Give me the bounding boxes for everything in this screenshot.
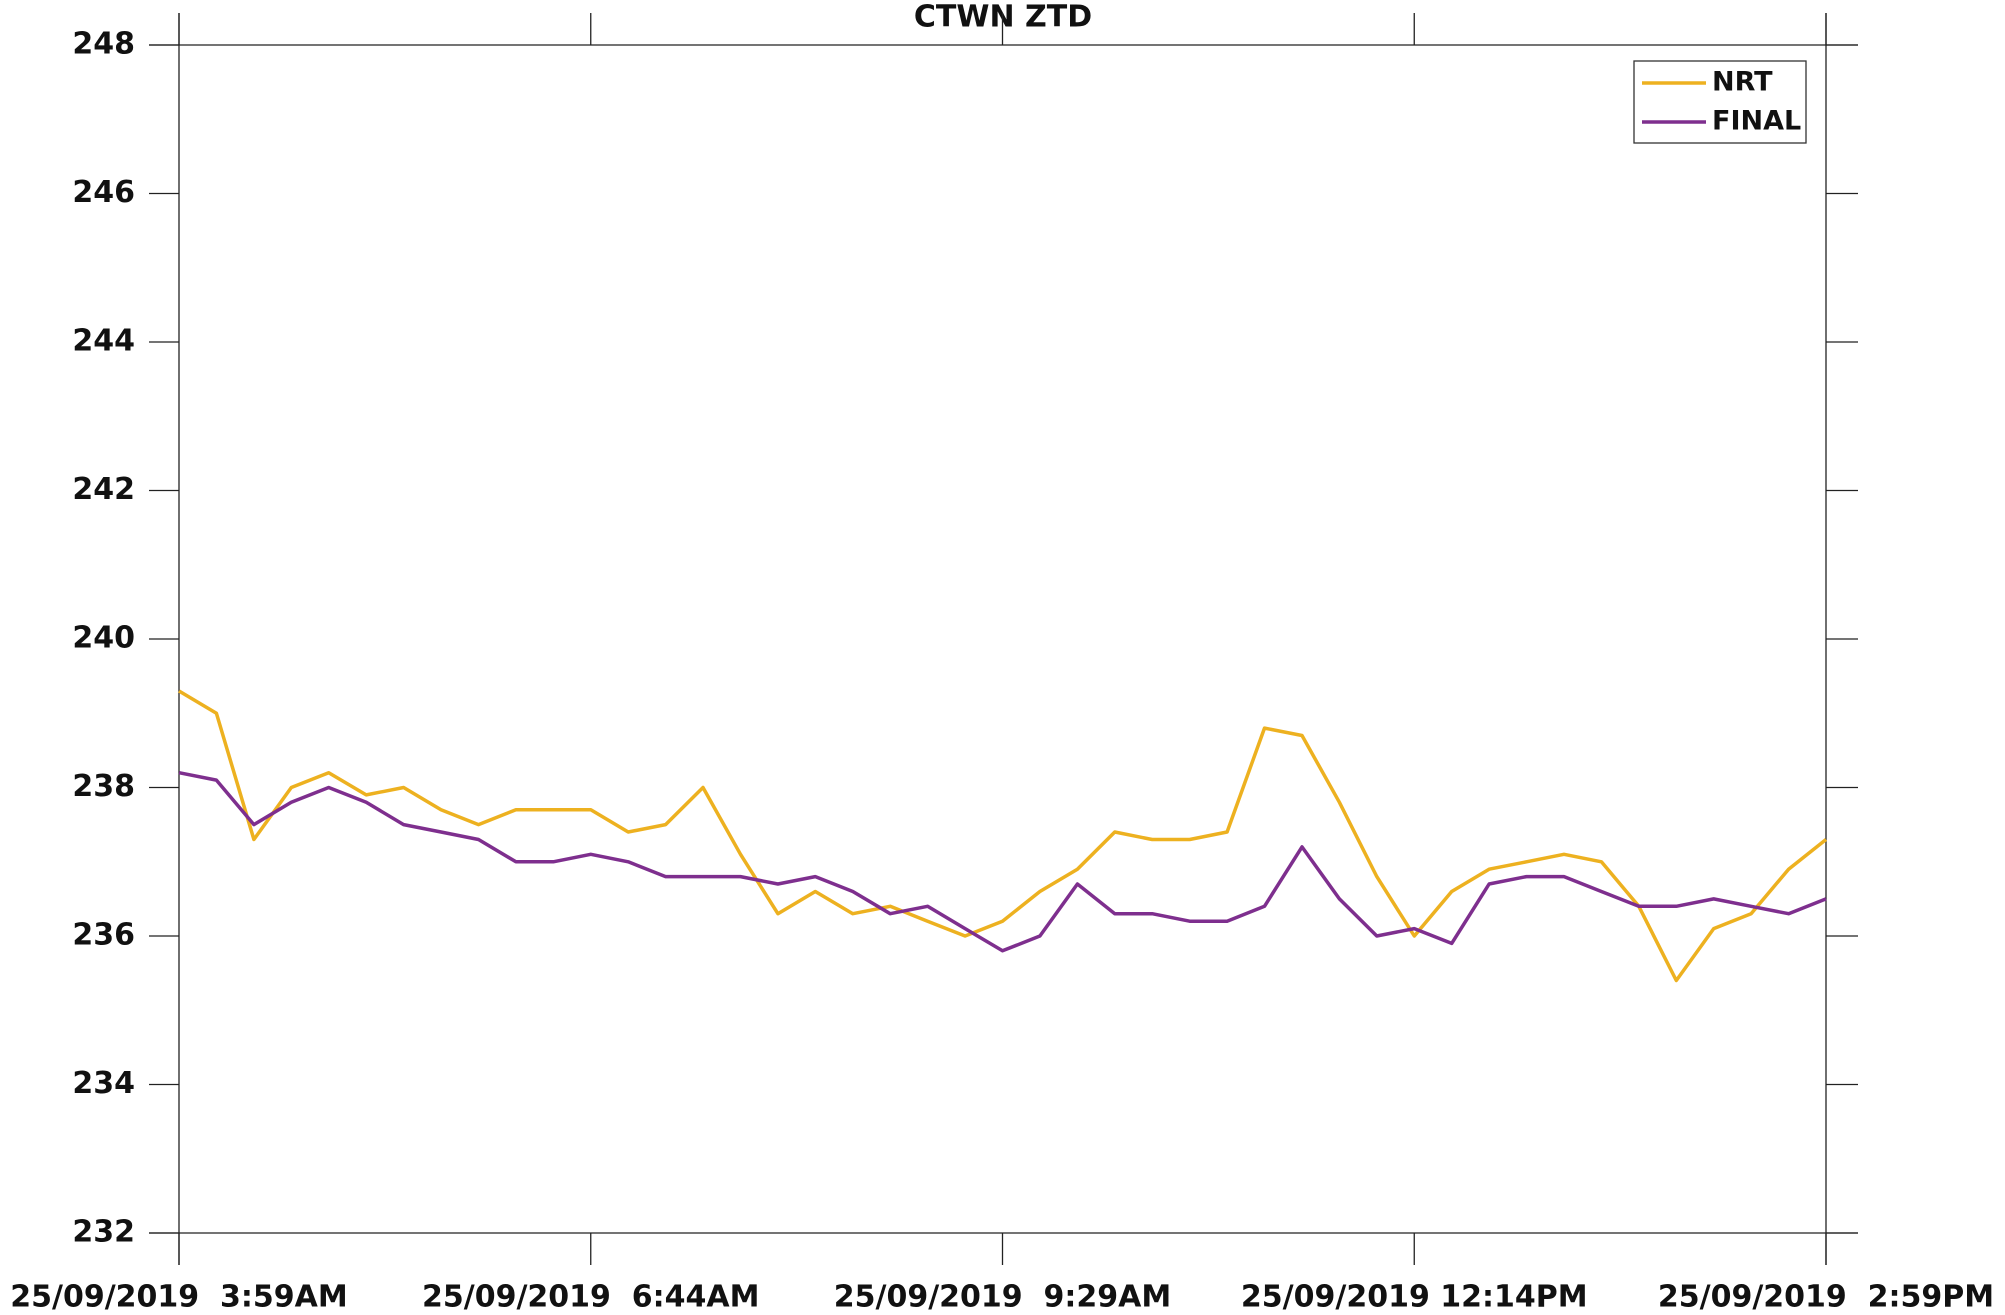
legend-label: FINAL: [1712, 106, 1801, 137]
y-tick-label: 246: [72, 175, 135, 210]
y-tick-label: 240: [72, 621, 135, 656]
y-tick-label: 248: [72, 27, 135, 62]
x-tick-label: 25/09/2019 9:29AM: [834, 1280, 1172, 1315]
x-tick-label: 25/09/2019 2:59PM: [1658, 1280, 1994, 1315]
y-tick-label: 238: [72, 769, 135, 804]
legend-box: [1633, 60, 1807, 144]
series-line: [178, 770, 1827, 953]
y-tick-label: 232: [72, 1215, 135, 1250]
x-tick-label: 25/09/2019 3:59AM: [10, 1280, 348, 1315]
series-line: [178, 689, 1828, 983]
y-tick-label: 236: [72, 918, 135, 953]
x-tick-label: 25/09/2019 6:44AM: [422, 1280, 760, 1315]
y-tick-label: 234: [72, 1066, 135, 1101]
legend-label: NRT: [1712, 67, 1773, 98]
x-tick-label: 25/09/2019 12:14PM: [1241, 1280, 1588, 1315]
y-tick-label: 242: [72, 472, 135, 507]
y-tick-label: 244: [72, 324, 135, 359]
